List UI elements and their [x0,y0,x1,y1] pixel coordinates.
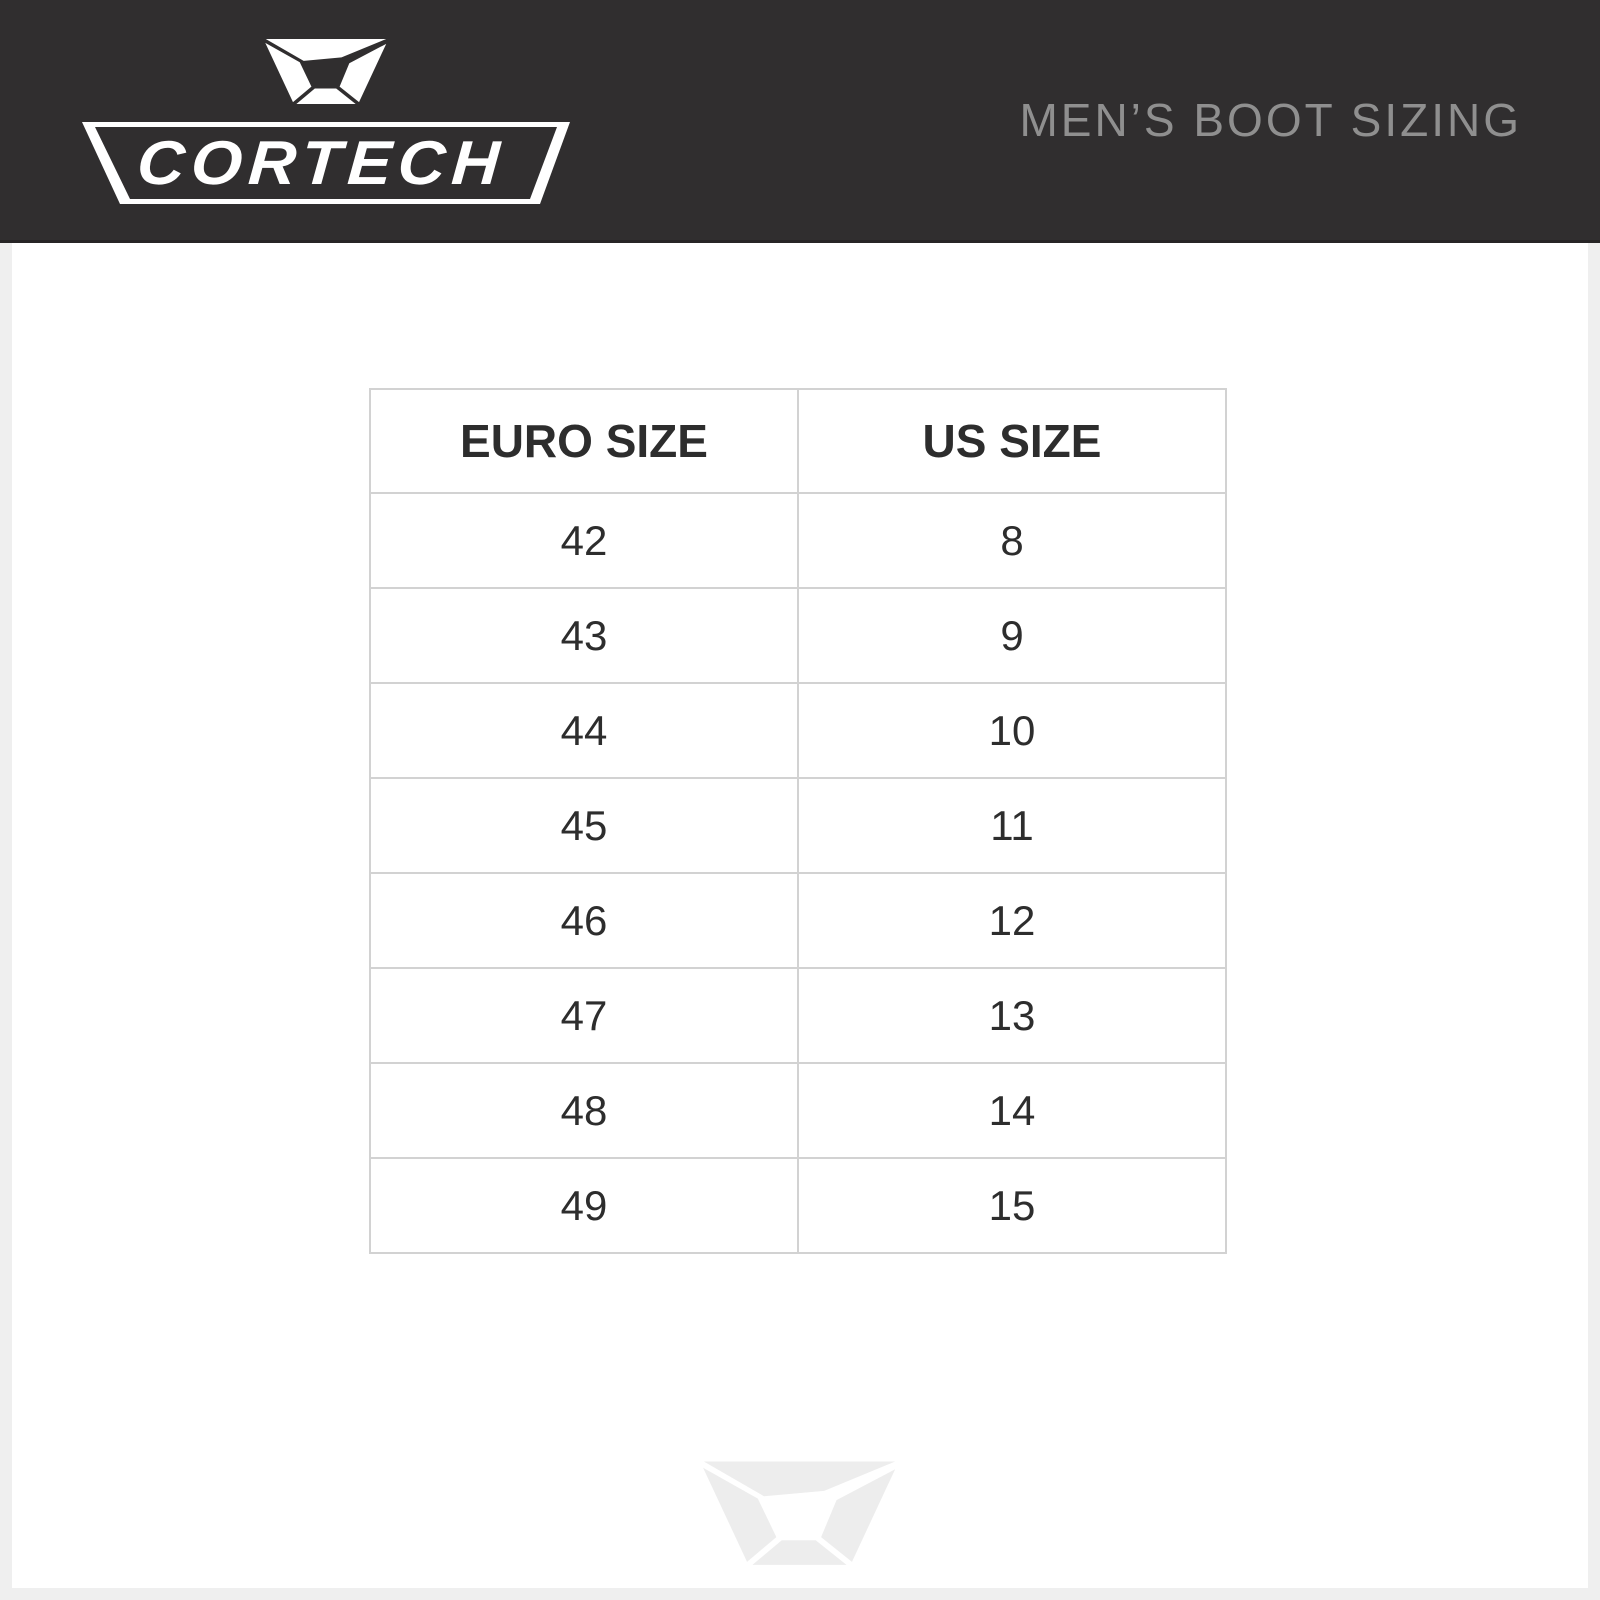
brand-name: CORTECH [135,128,509,198]
table-header-row: EURO SIZE US SIZE [369,388,1227,494]
euro-size-cell: 46 [369,872,799,969]
cortech-visor-icon [265,38,387,105]
cortech-wordmark-plate: CORTECH [82,127,570,199]
table-row: 44 10 [369,682,1227,779]
euro-size-cell: 42 [369,492,799,589]
table-row: 49 15 [369,1157,1227,1254]
cortech-visor-watermark-icon [703,1461,896,1565]
us-size-cell: 10 [797,682,1227,779]
table-row: 46 12 [369,872,1227,969]
column-header-us-size: US SIZE [797,388,1227,494]
euro-size-cell: 43 [369,587,799,684]
table-row: 48 14 [369,1062,1227,1159]
cortech-logo: CORTECH [82,38,570,204]
euro-size-cell: 48 [369,1062,799,1159]
us-size-cell: 11 [797,777,1227,874]
us-size-cell: 14 [797,1062,1227,1159]
cortech-wordmark: CORTECH [82,122,570,204]
us-size-cell: 8 [797,492,1227,589]
boot-size-table: EURO SIZE US SIZE 42 8 43 9 44 10 45 11 [369,388,1227,1254]
us-size-cell: 15 [797,1157,1227,1254]
column-header-euro-size: EURO SIZE [369,388,799,494]
us-size-cell: 9 [797,587,1227,684]
euro-size-cell: 49 [369,1157,799,1254]
table-row: 43 9 [369,587,1227,684]
page-title: MEN’S BOOT SIZING [1019,94,1522,146]
table-row: 45 11 [369,777,1227,874]
header-bar: CORTECH MEN’S BOOT SIZING [0,0,1600,243]
table-row: 47 13 [369,967,1227,1064]
us-size-cell: 12 [797,872,1227,969]
us-size-cell: 13 [797,967,1227,1064]
euro-size-cell: 45 [369,777,799,874]
euro-size-cell: 47 [369,967,799,1064]
table-row: 42 8 [369,492,1227,589]
euro-size-cell: 44 [369,682,799,779]
